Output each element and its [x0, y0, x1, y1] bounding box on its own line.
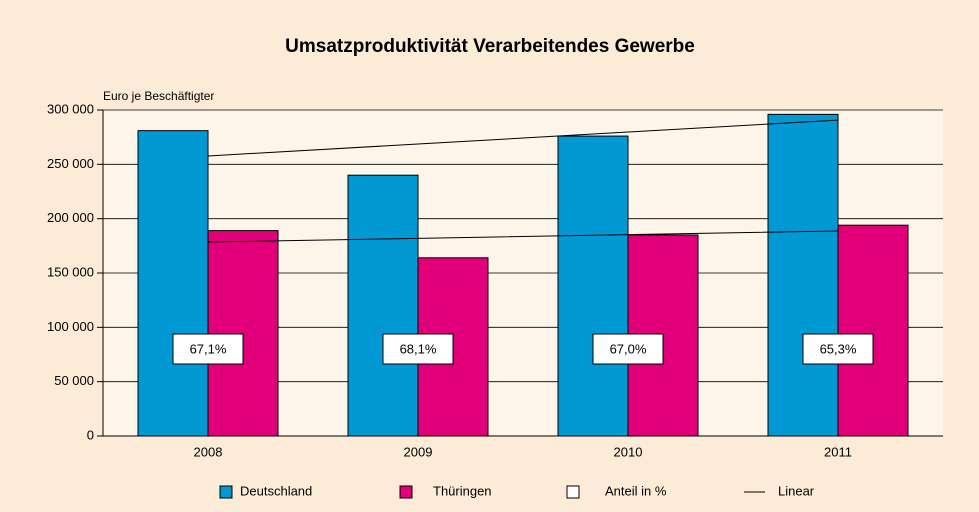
y-tick-label: 100 000 — [47, 319, 94, 334]
y-tick-label: 150 000 — [47, 264, 94, 279]
legend-swatch — [219, 485, 233, 499]
y-axis-label: Euro je Beschäftigter — [103, 89, 214, 103]
y-tick-label: 0 — [87, 427, 94, 442]
legend-label: Thüringen — [433, 483, 492, 498]
bar — [767, 113, 839, 437]
bar — [137, 130, 209, 437]
legend-label: Linear — [778, 483, 815, 498]
share-label: 67,1% — [190, 341, 227, 356]
share-box — [382, 333, 454, 365]
legend-swatch — [566, 485, 580, 499]
share-box — [592, 333, 664, 365]
bar — [347, 174, 419, 437]
y-tick-label: 50 000 — [54, 373, 94, 388]
x-tick-label: 2011 — [824, 444, 852, 459]
trend-line — [207, 119, 839, 157]
share-label: 68,1% — [400, 341, 437, 356]
y-tick-label: 300 000 — [47, 101, 94, 116]
trend-line — [207, 230, 839, 243]
legend-swatch — [399, 485, 413, 499]
y-tick-label: 200 000 — [47, 210, 94, 225]
x-tick-label: 2008 — [194, 444, 223, 459]
share-label: 65,3% — [820, 341, 857, 356]
bar — [837, 224, 909, 437]
legend-label: Deutschland — [240, 483, 312, 498]
bar — [207, 230, 279, 437]
share-label: 67,0% — [610, 341, 647, 356]
share-box — [802, 333, 874, 365]
chart-title: Umsatzproduktivität Verarbeitendes Gewer… — [285, 36, 695, 57]
bar — [557, 135, 629, 437]
share-box — [172, 333, 244, 365]
x-tick-label: 2010 — [614, 444, 643, 459]
legend-label: Anteil in % — [605, 483, 667, 498]
y-tick-label: 250 000 — [47, 156, 94, 171]
x-tick-label: 2009 — [404, 444, 433, 459]
